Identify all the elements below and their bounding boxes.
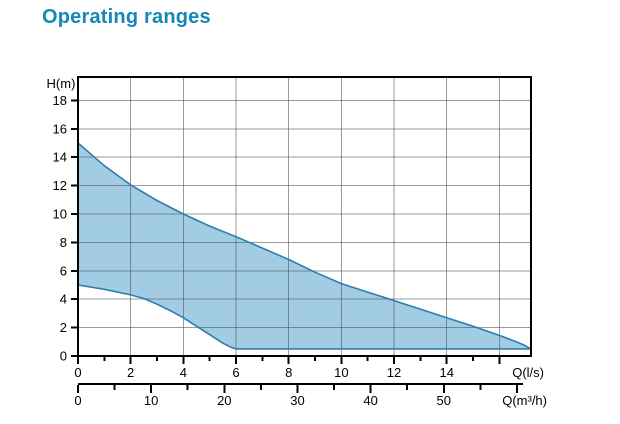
x-tick-label: 40 <box>363 393 377 408</box>
x-axis-primary: 0 2 4 6 8 10 12 14 Q(l/s) <box>74 357 544 380</box>
x-tick-label: 4 <box>180 365 187 380</box>
x-axis-secondary: 0 10 20 30 40 50 Q(m³/h) <box>74 383 547 408</box>
y-tick-label: 0 <box>60 349 67 364</box>
x-tick-label: 10 <box>144 393 158 408</box>
y-tick-label: 8 <box>60 235 67 250</box>
grid-layer <box>78 77 531 356</box>
x-tick-label: 8 <box>285 365 292 380</box>
x-tick-label: 0 <box>74 365 81 380</box>
y-tick-label: 4 <box>60 292 67 307</box>
plot-frame <box>77 76 532 357</box>
y-tick-label: 16 <box>53 121 67 136</box>
operating-range-area <box>78 143 531 349</box>
x-tick-label: 50 <box>437 393 451 408</box>
x-axis-unit-label: Q(m³/h) <box>502 393 547 408</box>
x-tick-label: 14 <box>439 365 453 380</box>
y-tick-label: 14 <box>53 150 67 165</box>
x-tick-label: 6 <box>232 365 239 380</box>
x-tick-label: 20 <box>217 393 231 408</box>
x-tick-label: 0 <box>74 393 81 408</box>
y-tick-label: 12 <box>53 178 67 193</box>
y-tick-label: 6 <box>60 263 67 278</box>
y-axis: 0 2 4 6 8 10 12 14 16 18 H(m) <box>47 76 78 364</box>
y-tick-label: 2 <box>60 320 67 335</box>
y-tick-label: 10 <box>53 207 67 222</box>
area-series <box>78 143 531 349</box>
x-axis-unit-label: Q(l/s) <box>512 365 544 380</box>
operating-range-outline <box>77 142 532 350</box>
y-tick-label: 18 <box>53 93 67 108</box>
x-tick-label: 2 <box>127 365 134 380</box>
page-title: Operating ranges <box>42 6 211 28</box>
x-tick-label: 30 <box>290 393 304 408</box>
x-tick-label: 12 <box>387 365 401 380</box>
y-axis-unit-label: H(m) <box>47 76 76 91</box>
x-tick-label: 10 <box>334 365 348 380</box>
